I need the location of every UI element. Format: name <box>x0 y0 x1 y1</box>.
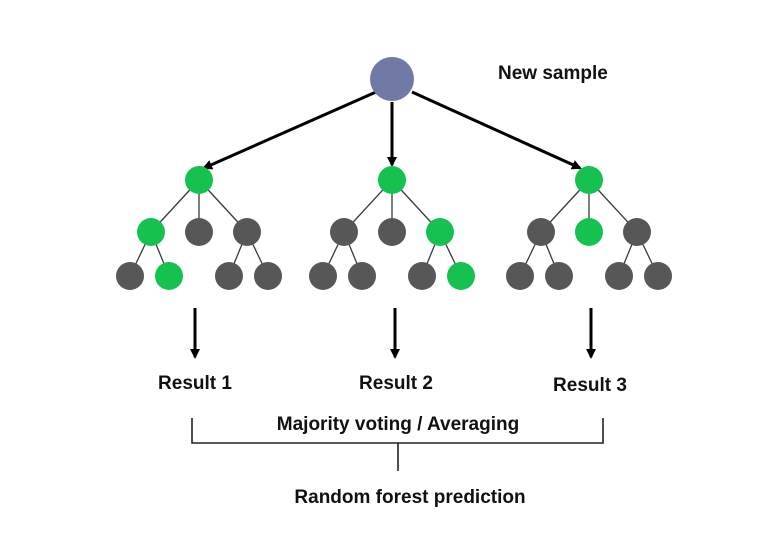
decision-tree-1 <box>116 166 282 290</box>
tree-2-node-middle <box>378 218 406 246</box>
tree-3-node-left <box>527 218 555 246</box>
tree-2-root-node <box>378 166 406 194</box>
decision-tree-2 <box>309 166 475 290</box>
tree-1-root-node <box>185 166 213 194</box>
tree-3-leaf-2 <box>545 262 573 290</box>
sample-arrows <box>202 90 582 170</box>
result-1-label: Result 1 <box>158 373 232 394</box>
tree-2-node-left <box>330 218 358 246</box>
tree-3-node-right <box>623 218 651 246</box>
new-sample-node <box>370 57 414 101</box>
tree-1-node-right <box>233 218 261 246</box>
majority-voting-label: Majority voting / Averaging <box>277 414 519 435</box>
tree-1-node-middle <box>185 218 213 246</box>
tree-2-leaf-1 <box>309 262 337 290</box>
tree-1-node-left <box>137 218 165 246</box>
tree-2-leaf-2 <box>348 262 376 290</box>
tree-1-leaf-2 <box>155 262 183 290</box>
decision-tree-3 <box>506 166 672 290</box>
random-forest-prediction-label: Random forest prediction <box>294 487 525 508</box>
result-2-label: Result 2 <box>359 373 433 394</box>
tree-1-leaf-4 <box>254 262 282 290</box>
tree-3-leaf-4 <box>644 262 672 290</box>
tree-2-leaf-3 <box>408 262 436 290</box>
tree-3-leaf-3 <box>605 262 633 290</box>
tree-3-leaf-1 <box>506 262 534 290</box>
tree-1-leaf-1 <box>116 262 144 290</box>
tree-2-leaf-4 <box>447 262 475 290</box>
new-sample-label: New sample <box>498 63 608 84</box>
tree-2-node-right <box>426 218 454 246</box>
result-3-label: Result 3 <box>553 375 627 396</box>
arrow-to-tree-1 <box>202 90 377 170</box>
tree-3-root-node <box>575 166 603 194</box>
arrow-to-tree-3 <box>411 90 582 170</box>
result-arrows <box>190 308 596 359</box>
tree-3-node-middle <box>575 218 603 246</box>
tree-1-leaf-3 <box>215 262 243 290</box>
